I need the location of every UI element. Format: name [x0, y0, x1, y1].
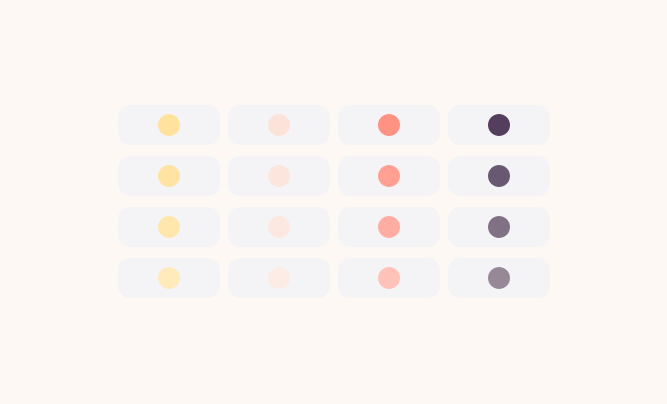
- color-swatch-dot: [158, 165, 180, 187]
- color-swatch-dot: [268, 114, 290, 136]
- swatch-card[interactable]: [228, 207, 330, 247]
- color-swatch-dot: [488, 165, 510, 187]
- swatch-card[interactable]: [118, 156, 220, 196]
- swatch-card[interactable]: [448, 156, 550, 196]
- swatch-card[interactable]: [118, 258, 220, 298]
- swatch-card[interactable]: [338, 207, 440, 247]
- color-swatch-dot: [378, 165, 400, 187]
- color-swatch-dot: [378, 216, 400, 238]
- swatch-card[interactable]: [448, 258, 550, 298]
- color-swatch-dot: [488, 216, 510, 238]
- color-swatch-dot: [378, 114, 400, 136]
- swatch-card[interactable]: [338, 105, 440, 145]
- color-swatch-dot: [158, 114, 180, 136]
- color-swatch-dot: [158, 267, 180, 289]
- swatch-card[interactable]: [448, 105, 550, 145]
- swatch-card[interactable]: [118, 207, 220, 247]
- swatch-card[interactable]: [228, 258, 330, 298]
- color-swatch-dot: [158, 216, 180, 238]
- swatch-card[interactable]: [338, 156, 440, 196]
- color-swatch-dot: [268, 267, 290, 289]
- swatch-card[interactable]: [338, 258, 440, 298]
- color-swatch-dot: [378, 267, 400, 289]
- swatch-card[interactable]: [448, 207, 550, 247]
- color-swatch-dot: [268, 165, 290, 187]
- swatch-card[interactable]: [228, 105, 330, 145]
- swatch-card[interactable]: [228, 156, 330, 196]
- color-swatch-dot: [488, 267, 510, 289]
- swatch-card[interactable]: [118, 105, 220, 145]
- color-swatch-grid: [118, 105, 550, 298]
- color-swatch-dot: [268, 216, 290, 238]
- color-swatch-dot: [488, 114, 510, 136]
